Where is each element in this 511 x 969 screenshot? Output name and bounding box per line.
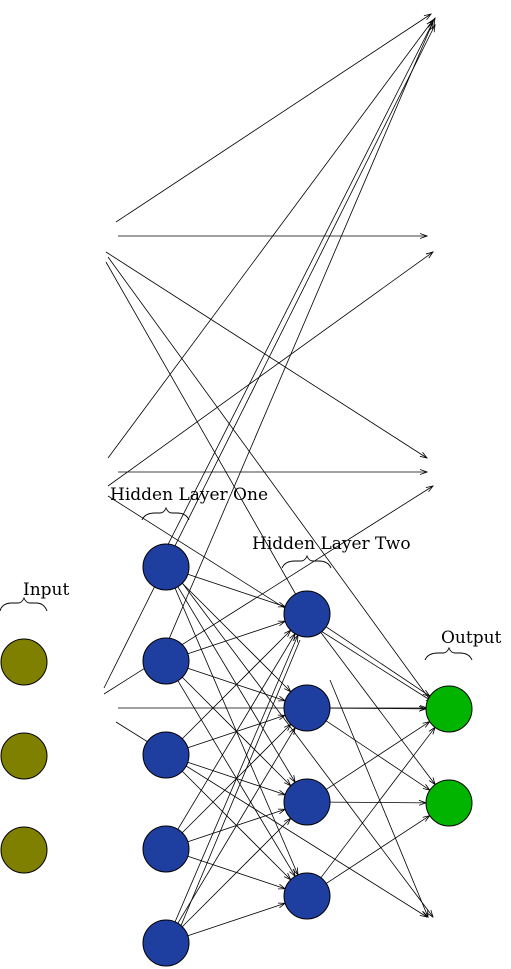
- edge-long-17: [174, 639, 301, 941]
- output-node-2: [425, 779, 473, 827]
- edge-long-1: [115, 14, 431, 223]
- edge-h2-3-out-1: [326, 722, 430, 790]
- edge-h1-3-h2-1: [181, 630, 290, 740]
- edge-long-5: [107, 256, 433, 704]
- output-node-1: [425, 685, 473, 733]
- hidden-one-label: Hidden Layer One: [110, 485, 268, 505]
- hidden-one-node-5: [142, 919, 190, 967]
- edge-h2-1-out-1: [325, 626, 430, 696]
- hidden-one-node-2: [142, 637, 190, 685]
- edge-h1-5-h2-2: [177, 728, 295, 924]
- input-node-1: [0, 638, 48, 686]
- edge-long-10: [149, 18, 435, 581]
- hidden-one-brace: [141, 506, 190, 521]
- edge-h2-4-out-2: [326, 816, 430, 884]
- input-node-2: [0, 732, 48, 780]
- hidden-one-node-4: [142, 825, 190, 873]
- hidden-two-label: Hidden Layer Two: [252, 534, 411, 554]
- edge-long-4: [105, 261, 308, 615]
- input-brace: [0, 596, 48, 612]
- output-brace: [424, 646, 473, 661]
- hidden-two-brace: [281, 554, 332, 569]
- edge-h1-5-h2-1: [174, 635, 298, 923]
- hidden-two-node-4: [283, 872, 331, 920]
- edge-h1-5-h2-4: [187, 903, 285, 937]
- edge-long-3: [105, 251, 427, 458]
- hidden-one-node-3: [142, 731, 190, 779]
- hidden-two-node-3: [283, 778, 331, 826]
- input-label: Input: [23, 580, 69, 600]
- input-node-3: [0, 826, 48, 874]
- edge-long-8: [107, 252, 433, 487]
- edge-h1-1-h2-1: [187, 573, 285, 606]
- edge-long-6: [107, 20, 433, 459]
- edge-long-16: [179, 579, 433, 917]
- edge-long-18: [329, 679, 428, 917]
- edges: [103, 14, 435, 941]
- hidden-two-node-2: [283, 684, 331, 732]
- edge-long-12: [103, 25, 435, 689]
- hidden-one-node-1: [142, 543, 190, 591]
- nodes: [0, 543, 473, 967]
- edge-long-11: [159, 22, 433, 661]
- edge-long-9: [107, 495, 433, 702]
- output-label: Output: [441, 628, 502, 648]
- hidden-two-node-1: [283, 590, 331, 638]
- edge-h2-4-out-1: [320, 727, 435, 878]
- edge-h1-5-h2-3: [181, 818, 290, 928]
- edge-h1-2-h2-1: [187, 621, 285, 655]
- edge-h1-4-h2-1: [177, 634, 295, 830]
